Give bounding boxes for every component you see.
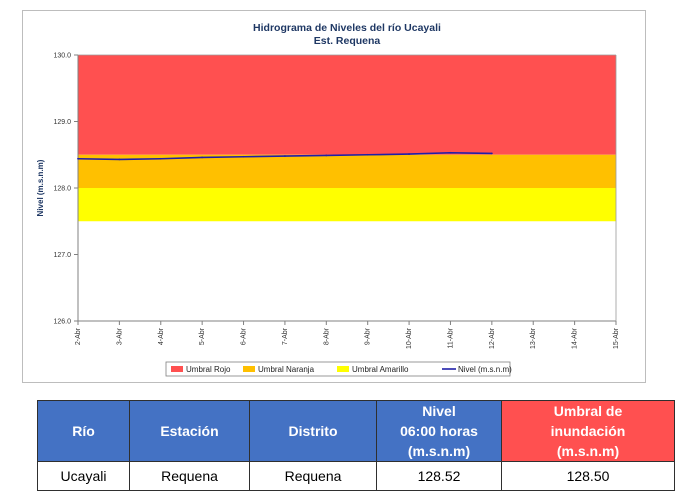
header-rio: Río xyxy=(37,400,130,462)
cell-umbral: 128.50 xyxy=(501,461,675,491)
x-tick-label: 3-Abr xyxy=(116,327,123,345)
y-tick-label: 126.0 xyxy=(53,319,71,326)
x-tick-label: 13-Abr xyxy=(530,327,537,349)
y-tick-label: 130.0 xyxy=(53,53,71,60)
x-tick-label: 10-Abr xyxy=(406,327,413,349)
x-tick-label: 9-Abr xyxy=(365,327,372,345)
legend-swatch xyxy=(337,366,349,372)
legend-label: Nivel (m.s.n.m) xyxy=(458,365,512,374)
x-tick-label: 15-Abr xyxy=(613,327,620,349)
legend-swatch xyxy=(243,366,255,372)
hydrograph-chart: Hidrograma de Niveles del río Ucayali Est… xyxy=(22,10,646,383)
table-header-row: Río Estación Distrito Nivel 06:00 horas … xyxy=(37,400,675,462)
chart-svg: Hidrograma de Niveles del río UcayaliEst… xyxy=(36,22,620,377)
legend-swatch xyxy=(171,366,183,372)
x-tick-label: 4-Abr xyxy=(158,327,165,345)
legend-label: Umbral Rojo xyxy=(186,365,231,374)
legend-label: Umbral Naranja xyxy=(258,365,315,374)
header-umbral: Umbral de inundación (m.s.n.m) xyxy=(501,400,675,462)
x-tick-label: 7-Abr xyxy=(282,327,289,345)
data-point xyxy=(449,151,452,154)
header-distrito: Distrito xyxy=(249,400,377,462)
data-point xyxy=(490,152,493,155)
band-0 xyxy=(78,55,616,155)
x-tick-label: 12-Abr xyxy=(489,327,496,349)
data-point xyxy=(77,157,79,160)
chart-subtitle: Est. Requena xyxy=(314,35,381,47)
band-2 xyxy=(78,188,616,222)
y-tick-label: 127.0 xyxy=(53,252,71,259)
x-tick-label: 5-Abr xyxy=(199,327,206,345)
cell-nivel: 128.52 xyxy=(376,461,502,491)
chart-title: Hidrograma de Niveles del río Ucayali xyxy=(253,22,441,34)
cell-estacion: Requena xyxy=(129,461,250,491)
level-info-table: Río Estación Distrito Nivel 06:00 horas … xyxy=(37,400,675,491)
data-point xyxy=(325,154,328,157)
x-tick-label: 6-Abr xyxy=(241,327,248,345)
data-point xyxy=(118,158,121,161)
x-tick-label: 2-Abr xyxy=(75,327,82,345)
data-point xyxy=(159,157,162,160)
x-tick-label: 14-Abr xyxy=(572,327,579,349)
data-point xyxy=(366,153,369,156)
x-tick-label: 11-Abr xyxy=(447,327,454,348)
x-tick-label: 8-Abr xyxy=(323,327,330,345)
legend-label: Umbral Amarillo xyxy=(352,365,409,374)
y-axis-label: Nivel (m.s.n.m) xyxy=(36,159,45,216)
cell-rio: Ucayali xyxy=(37,461,130,491)
y-tick-label: 128.0 xyxy=(53,186,71,193)
data-point xyxy=(408,153,410,155)
data-point xyxy=(284,155,286,157)
table-row: Ucayali Requena Requena 128.52 128.50 xyxy=(37,461,675,491)
data-point xyxy=(201,156,204,159)
band-1 xyxy=(78,154,616,188)
header-nivel: Nivel 06:00 horas (m.s.n.m) xyxy=(376,400,502,462)
cell-distrito: Requena xyxy=(249,461,377,491)
data-point xyxy=(242,155,245,158)
header-estacion: Estación xyxy=(129,400,250,462)
y-tick-label: 129.0 xyxy=(53,119,71,126)
